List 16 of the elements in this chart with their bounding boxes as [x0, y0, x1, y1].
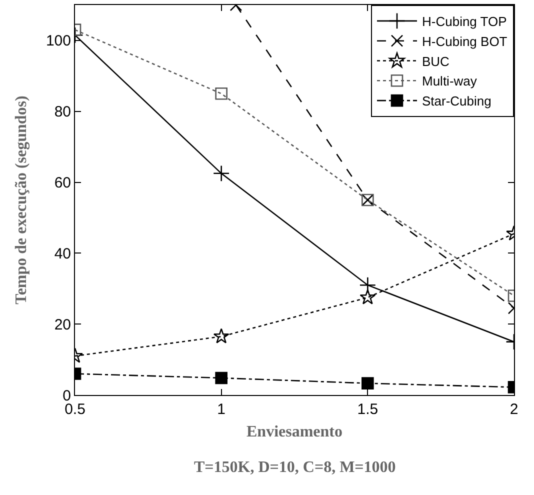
x-tick-label: 1.5	[357, 401, 378, 418]
y-tick-label: 60	[54, 174, 71, 192]
text: T=150K, D=10, C=8, M=1000	[194, 459, 396, 476]
legend-label: Star-Cubing	[422, 94, 492, 109]
x-tick-label: 1	[217, 401, 226, 418]
legend-label: H-Cubing TOP	[422, 14, 507, 30]
x-tick-label: 2	[510, 401, 518, 418]
y-tick-label: 100	[46, 32, 71, 50]
legend-label: BUC	[422, 54, 450, 69]
x-axis-title: Enviesamento	[246, 424, 342, 441]
y-tick-label: 80	[54, 104, 71, 121]
legend-label: Multi-way	[422, 74, 478, 89]
legend-label: H-Cubing BOT	[422, 34, 508, 49]
y-tick-label: 20	[54, 316, 71, 334]
y-axis-title: Tempo de execução (segundos)	[12, 96, 30, 304]
y-tick-label: 40	[54, 245, 71, 262]
